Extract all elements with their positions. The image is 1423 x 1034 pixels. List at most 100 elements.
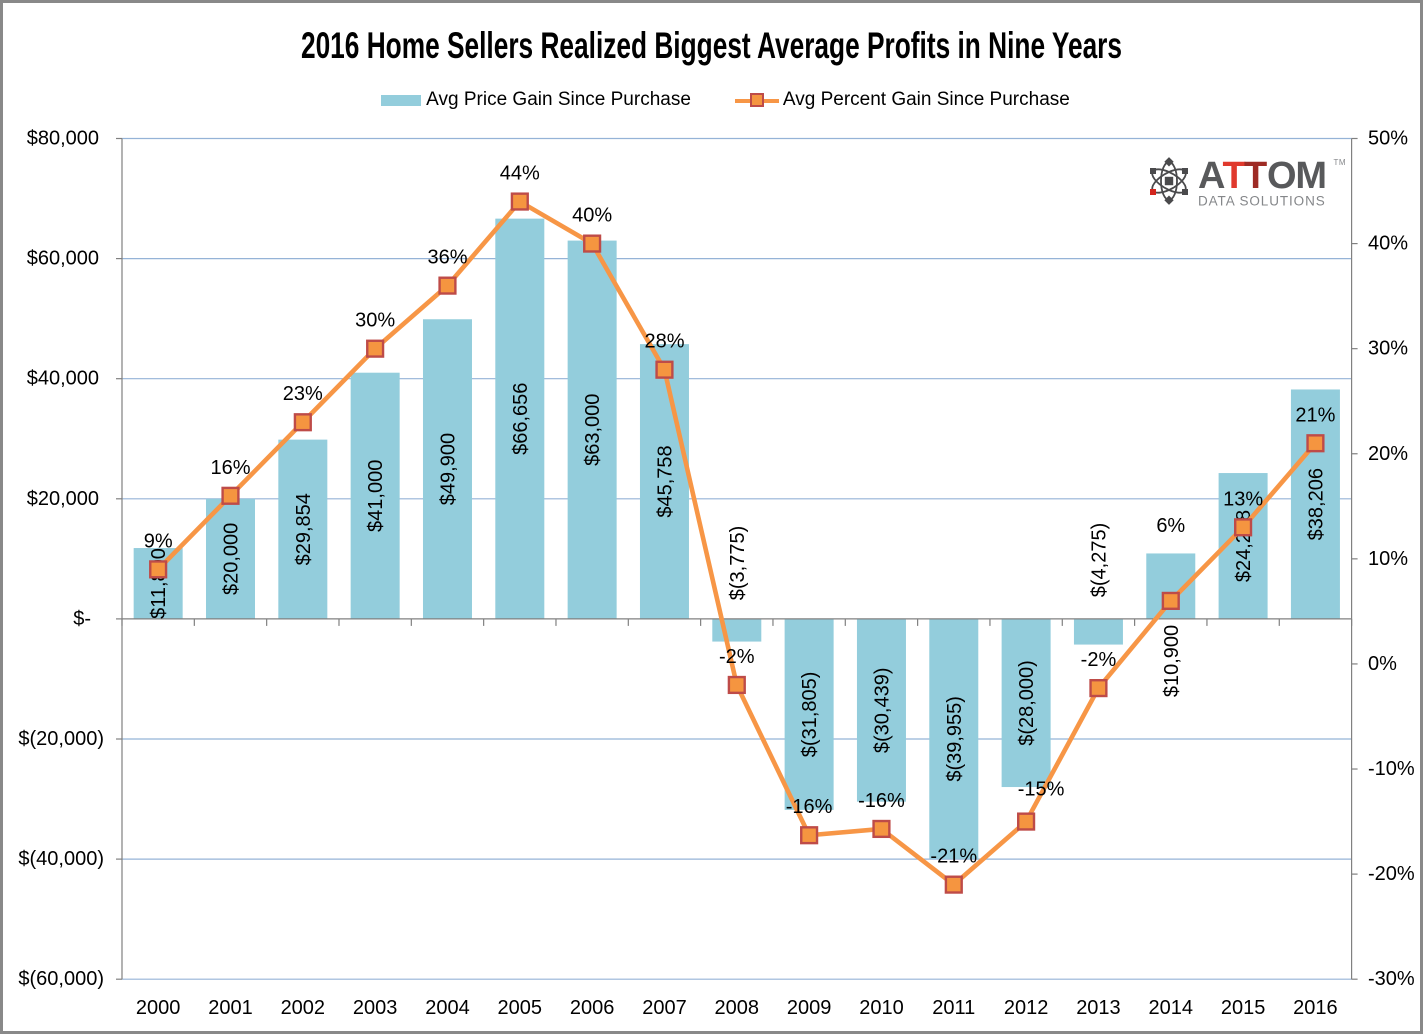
- category-label-2015: 2015: [1221, 997, 1266, 1019]
- category-label-2013: 2013: [1076, 997, 1121, 1019]
- category-label-2011: 2011: [932, 997, 975, 1019]
- bar-label-2003: $41,000: [365, 460, 387, 532]
- right-axis-label: -30%: [1368, 968, 1415, 990]
- marker-2010: [872, 819, 891, 839]
- marker-2011: [944, 875, 963, 894]
- left-axis-label: $(20,000): [18, 728, 104, 750]
- category-label-2006: 2006: [570, 997, 615, 1019]
- category-label-2002: 2002: [281, 997, 326, 1019]
- bar-label-2011: $(39,955): [944, 696, 966, 782]
- category-label-2005: 2005: [498, 997, 543, 1019]
- bar-series-label: Avg Price Gain Since Purchase: [426, 89, 691, 110]
- bar-2013: [1073, 618, 1123, 645]
- logo-letter-t1: T: [1223, 155, 1246, 197]
- right-axis-label: 50%: [1368, 128, 1408, 150]
- bar-label-2004: $49,900: [437, 433, 459, 505]
- bar-2006: [567, 240, 617, 619]
- percent-label-2008: -2%: [719, 646, 755, 668]
- right-axis-label: 10%: [1368, 548, 1408, 570]
- right-axis-label: 0%: [1368, 653, 1397, 675]
- marker-2001: [221, 486, 240, 505]
- axis-labels: $80,000 $60,000 $40,000 $20,000 $- $(20,000) $…: [18, 128, 1415, 1020]
- percent-label-2015: 13%: [1223, 488, 1263, 510]
- right-axis-label: -20%: [1368, 863, 1415, 885]
- right-axis-label: -10%: [1368, 758, 1415, 780]
- legend-item-bar-series: Avg Price Gain Since Purchase: [381, 89, 691, 111]
- line-series-swatch-marker: [749, 92, 764, 107]
- bar-2000: [133, 548, 183, 619]
- chart-title: 2016 Home Sellers Realized Biggest Avera…: [300, 25, 1123, 66]
- percent-label-2007: 28%: [644, 331, 684, 353]
- bar-2002: [278, 439, 328, 619]
- bar-2003: [350, 372, 400, 619]
- line-series-swatch: [734, 92, 779, 108]
- attom-logo: A T T OM TM DATA SOLUTIONS: [1150, 155, 1346, 209]
- category-label-2012: 2012: [1004, 997, 1049, 1019]
- category-label-2010: 2010: [859, 997, 904, 1019]
- marker-2004: [438, 276, 457, 295]
- category-label-2001: 2001: [208, 997, 253, 1019]
- bar-label-2010: $(30,439): [871, 667, 893, 753]
- bar-2008: [712, 618, 762, 642]
- left-axis-label: $20,000: [27, 488, 99, 510]
- percent-label-2001: 16%: [210, 457, 250, 479]
- marker-2016: [1306, 434, 1325, 453]
- category-label-2008: 2008: [715, 997, 760, 1019]
- category-label-2016: 2016: [1293, 997, 1338, 1019]
- category-label-2003: 2003: [353, 997, 398, 1019]
- right-axis-label: 40%: [1368, 233, 1408, 255]
- percent-label-2003: 30%: [355, 310, 395, 332]
- category-label-2004: 2004: [425, 997, 470, 1019]
- line-markers: [149, 192, 1325, 894]
- category-label-2014: 2014: [1149, 997, 1194, 1019]
- percent-label-2004: 36%: [427, 247, 467, 269]
- bar-label-2002: $29,854: [293, 493, 315, 565]
- left-axis-label: $(60,000): [18, 968, 104, 990]
- percent-label-2000: 9%: [144, 530, 173, 552]
- percent-label-2011: -21%: [930, 846, 977, 868]
- percent-label-2009: -16%: [786, 796, 833, 818]
- right-axis-label: 20%: [1368, 443, 1408, 465]
- marker-2012: [1017, 812, 1036, 831]
- marker-2014: [1161, 591, 1180, 610]
- bar-label-2005: $66,656: [510, 383, 532, 455]
- percent-label-2006: 40%: [572, 205, 612, 227]
- bar-2010: [856, 618, 906, 802]
- bar-label-2006: $63,000: [582, 394, 604, 466]
- percent-label-2012: -15%: [1018, 779, 1065, 801]
- left-axis-label: $40,000: [27, 368, 99, 390]
- marker-2013: [1089, 679, 1108, 698]
- left-axis-label: $(40,000): [18, 848, 104, 870]
- bar-label-2001: $20,000: [220, 523, 242, 595]
- logo-subtitle: DATA SOLUTIONS: [1198, 194, 1326, 209]
- right-axis-label: 30%: [1368, 338, 1408, 360]
- plot-area: $80,000 $60,000 $40,000 $20,000 $- $(20,000) $…: [18, 128, 1415, 1020]
- bar-label-2008: $(3,775): [727, 526, 749, 601]
- bar-2004: [422, 319, 472, 619]
- bar-2009: [784, 618, 834, 810]
- percent-label-2005: 44%: [500, 163, 540, 185]
- marker-2005: [510, 192, 529, 211]
- marker-2006: [583, 234, 602, 253]
- percent-label-2002: 23%: [283, 383, 323, 405]
- atom-node-square: [1182, 189, 1188, 195]
- atom-node-square: [1182, 168, 1188, 174]
- axes: [116, 137, 1358, 980]
- bar-2001: [205, 498, 255, 619]
- left-axis-label: $-: [73, 608, 91, 630]
- bar-2005: [495, 218, 545, 619]
- marker-2009: [800, 826, 819, 845]
- bar-2011: [929, 618, 979, 859]
- percent-label-2013: -2%: [1081, 649, 1117, 671]
- bar-data-labels: $11,800 $20,000 $29,854 $41,000 $49,900$66,6…: [148, 383, 1327, 782]
- atom-node-square: [1150, 168, 1156, 174]
- attom-logo-atom-icon: [1150, 157, 1188, 205]
- logo-letter-a: A: [1198, 155, 1225, 197]
- marker-2003: [366, 339, 385, 358]
- bar-series-swatch: [381, 94, 422, 106]
- percent-label-2014: 6%: [1156, 515, 1185, 537]
- logo-letters-om: OM: [1267, 155, 1326, 197]
- category-label-2009: 2009: [787, 997, 832, 1019]
- bar-label-2012: $(28,000): [1016, 660, 1038, 746]
